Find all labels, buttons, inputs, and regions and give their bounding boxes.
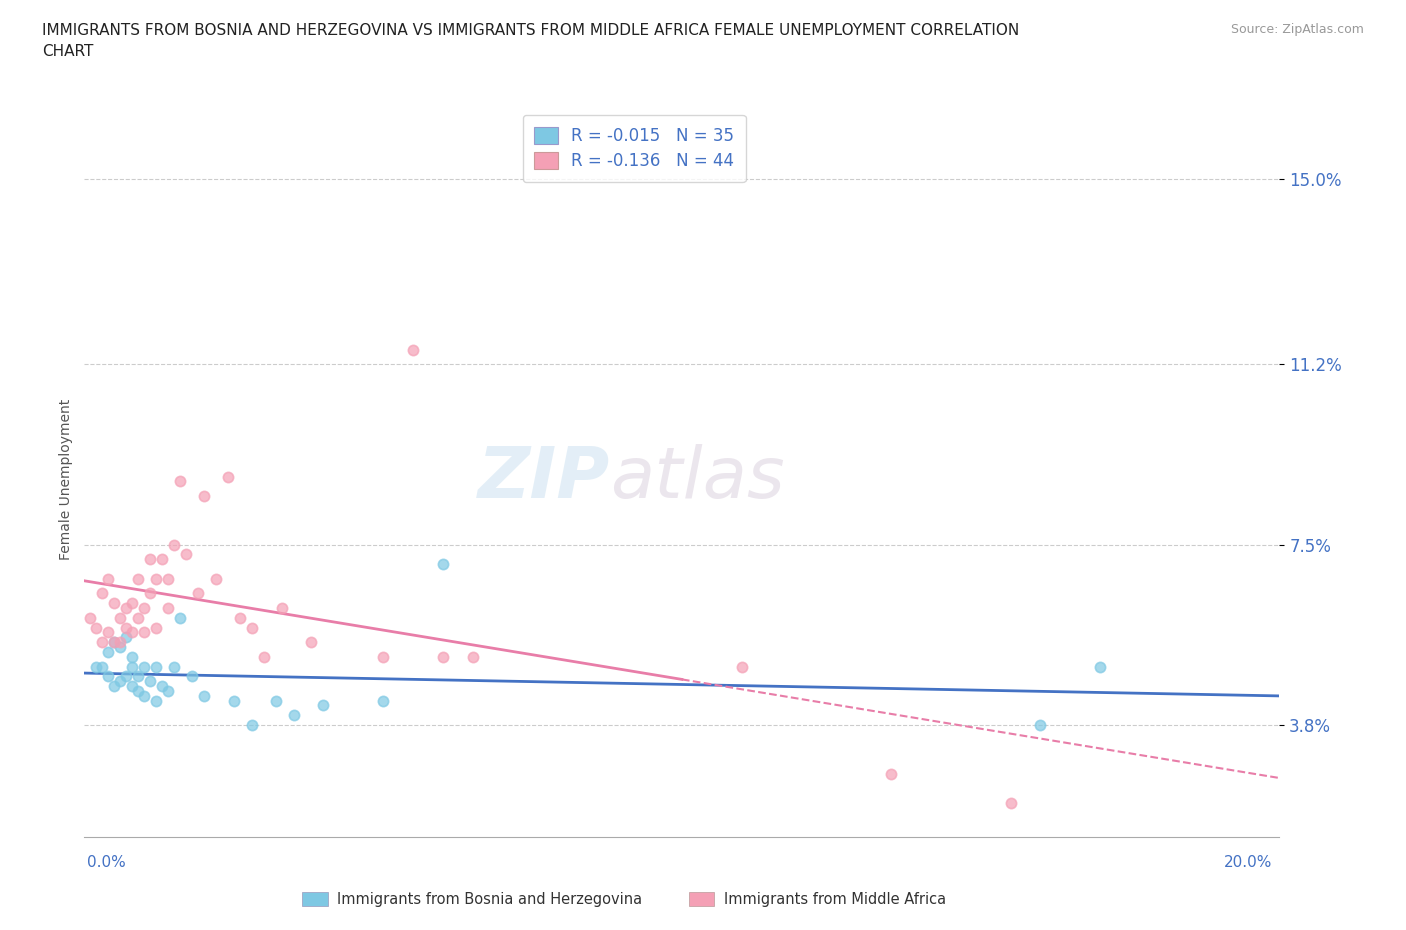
Text: Immigrants from Middle Africa: Immigrants from Middle Africa <box>724 892 946 907</box>
Point <box>132 659 156 674</box>
Point <box>432 557 454 572</box>
Point <box>139 586 162 601</box>
Point <box>97 644 120 659</box>
Point <box>110 673 132 688</box>
Point <box>121 679 143 694</box>
Point <box>228 610 252 625</box>
Point <box>132 625 156 640</box>
Y-axis label: Female Unemployment: Female Unemployment <box>59 398 73 560</box>
Point <box>312 698 335 713</box>
Point <box>145 620 167 635</box>
Point <box>97 669 120 684</box>
Point <box>110 610 132 625</box>
Point <box>110 640 132 655</box>
Point <box>163 538 186 552</box>
Point <box>115 620 138 635</box>
Point <box>103 634 125 649</box>
Point <box>115 601 138 616</box>
Point <box>1000 795 1022 810</box>
Text: IMMIGRANTS FROM BOSNIA AND HERZEGOVINA VS IMMIGRANTS FROM MIDDLE AFRICA FEMALE U: IMMIGRANTS FROM BOSNIA AND HERZEGOVINA V… <box>42 23 1019 38</box>
Point <box>150 679 173 694</box>
Point <box>181 669 204 684</box>
Point <box>91 586 114 601</box>
Text: Source: ZipAtlas.com: Source: ZipAtlas.com <box>1230 23 1364 36</box>
Point <box>103 596 125 611</box>
Point <box>115 630 138 644</box>
Point <box>373 693 395 708</box>
Point <box>150 551 173 566</box>
Point <box>1090 659 1112 674</box>
Point <box>127 669 149 684</box>
Text: atlas: atlas <box>610 445 785 513</box>
Point <box>731 659 754 674</box>
Point <box>373 649 395 664</box>
Point <box>270 601 292 616</box>
Point <box>97 625 120 640</box>
Point <box>205 571 228 586</box>
Point <box>283 708 305 723</box>
Text: 20.0%: 20.0% <box>1225 855 1272 870</box>
Point <box>264 693 287 708</box>
Point <box>301 634 323 649</box>
Point <box>432 649 454 664</box>
Point <box>253 649 276 664</box>
Point <box>132 688 156 703</box>
Point <box>880 766 903 781</box>
Point <box>139 673 162 688</box>
Point <box>127 610 149 625</box>
Point <box>115 669 138 684</box>
Point <box>240 718 263 733</box>
Point <box>110 634 132 649</box>
Point <box>157 571 180 586</box>
Text: 0.0%: 0.0% <box>87 855 127 870</box>
Point <box>121 596 143 611</box>
Point <box>91 659 114 674</box>
Point <box>217 469 239 484</box>
Point <box>157 601 180 616</box>
Point <box>169 474 191 489</box>
Point <box>157 684 180 698</box>
Point <box>127 684 149 698</box>
Point <box>127 571 149 586</box>
Point <box>139 551 162 566</box>
Point <box>121 659 143 674</box>
Point <box>461 649 484 664</box>
Point <box>121 649 143 664</box>
Point <box>103 634 125 649</box>
Point <box>193 688 215 703</box>
Point <box>174 547 197 562</box>
Point <box>193 488 215 503</box>
Point <box>187 586 209 601</box>
Text: CHART: CHART <box>42 44 94 59</box>
Point <box>79 610 101 625</box>
Point <box>145 659 167 674</box>
Point <box>240 620 263 635</box>
Text: Immigrants from Bosnia and Herzegovina: Immigrants from Bosnia and Herzegovina <box>337 892 643 907</box>
Point <box>145 693 167 708</box>
Point <box>145 571 167 586</box>
Point <box>91 634 114 649</box>
Point <box>169 610 191 625</box>
Point <box>132 601 156 616</box>
Point <box>121 625 143 640</box>
Point <box>163 659 186 674</box>
Point <box>86 620 108 635</box>
Point <box>402 342 425 357</box>
Point <box>97 571 120 586</box>
Point <box>1029 718 1052 733</box>
Point <box>86 659 108 674</box>
Point <box>103 679 125 694</box>
Point <box>222 693 245 708</box>
Text: ZIP: ZIP <box>478 445 610 513</box>
Legend: R = -0.015   N = 35, R = -0.136   N = 44: R = -0.015 N = 35, R = -0.136 N = 44 <box>523 115 745 182</box>
